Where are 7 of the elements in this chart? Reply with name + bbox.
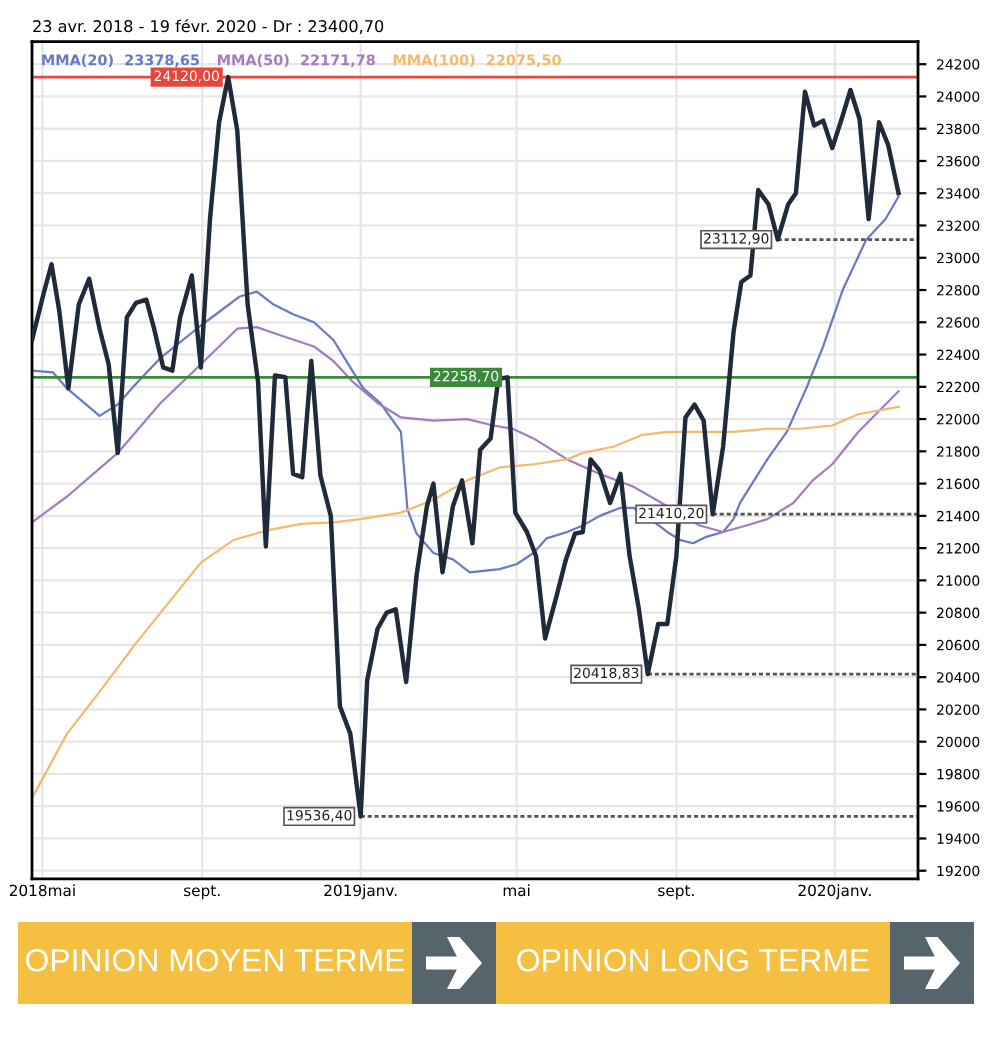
line-series [32, 74, 901, 819]
chart-title: 23 avr. 2018 - 19 févr. 2020 - Dr : 23400,70 [33, 19, 384, 34]
line-series [32, 326, 900, 534]
text: OPINION LONG TERME [517, 948, 869, 972]
line-series [32, 405, 900, 800]
line-series [32, 195, 900, 574]
text: OPINION MOYEN TERME [26, 948, 405, 972]
